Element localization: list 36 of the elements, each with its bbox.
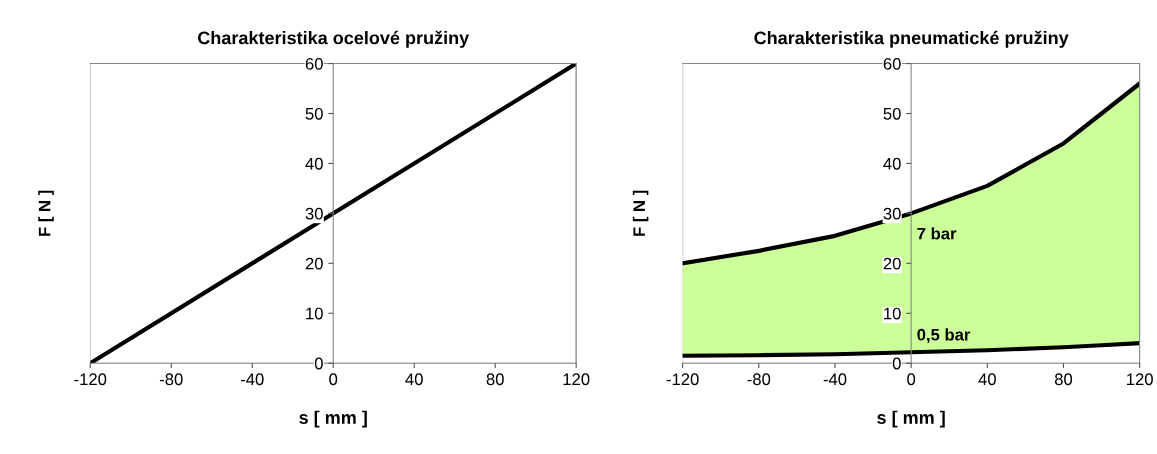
x-tick-label: 40 bbox=[978, 373, 996, 386]
y-tick-label: 30 bbox=[883, 207, 901, 220]
x-tick-label: -120 bbox=[74, 373, 107, 386]
x-tick-label: 120 bbox=[563, 373, 590, 386]
y-axis-title: F [ N ] bbox=[632, 190, 649, 236]
x-tick-label: 80 bbox=[486, 373, 504, 386]
y-tick-label: 10 bbox=[884, 307, 901, 320]
x-tick-label: -40 bbox=[240, 373, 264, 386]
y-tick-label: 10 bbox=[306, 307, 323, 320]
x-axis-title: s [ mm ] bbox=[877, 410, 945, 428]
series-label: 7 bar bbox=[917, 227, 957, 240]
y-tick-label: 60 bbox=[305, 57, 323, 70]
y-tick-label: 0 bbox=[892, 357, 901, 370]
y-tick-label: 60 bbox=[883, 57, 901, 70]
x-tick-label: -80 bbox=[747, 373, 771, 386]
x-tick-label: 40 bbox=[405, 373, 423, 386]
x-tick-label: -80 bbox=[159, 373, 183, 386]
y-tick-label: 50 bbox=[305, 107, 323, 120]
x-tick-label: 80 bbox=[1054, 373, 1073, 386]
y-tick-label: 20 bbox=[883, 257, 901, 270]
y-tick-label: 40 bbox=[883, 157, 901, 170]
y-tick-label: 0 bbox=[314, 357, 323, 370]
y-tick-label: 30 bbox=[305, 207, 323, 220]
x-tick-label: -120 bbox=[666, 373, 699, 386]
x-axis-title: s [ mm ] bbox=[299, 410, 367, 428]
x-tick-label: 120 bbox=[1127, 373, 1153, 386]
x-tick-label: 0 bbox=[329, 373, 338, 386]
y-tick-label: 50 bbox=[883, 107, 901, 120]
chart-title: Charakteristika pneumatické pružiny bbox=[754, 30, 1069, 48]
y-tick-label: 20 bbox=[305, 257, 323, 270]
x-tick-label: -40 bbox=[823, 373, 847, 386]
x-tick-label: 0 bbox=[907, 373, 916, 386]
series-label: 0,5 bar bbox=[917, 328, 971, 343]
y-tick-label: 40 bbox=[305, 157, 323, 170]
y-axis-title: F [ N ] bbox=[38, 190, 54, 236]
chart-title: Charakteristika ocelové pružiny bbox=[198, 30, 470, 48]
